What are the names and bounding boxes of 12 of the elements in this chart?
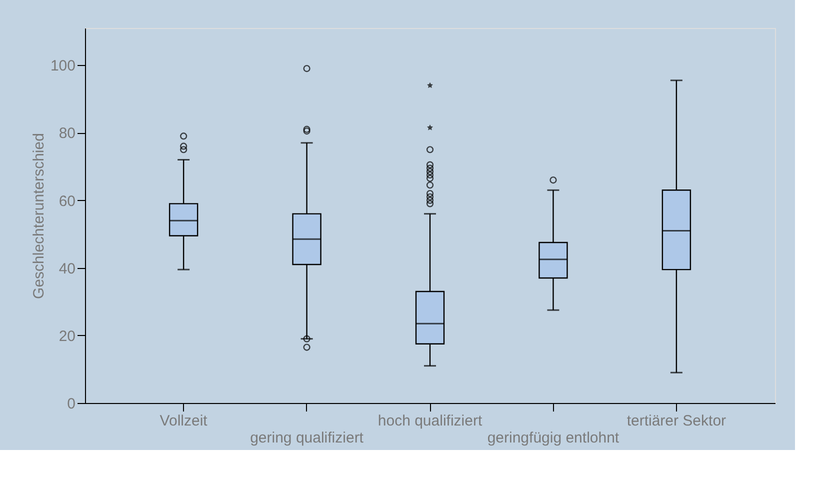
x-tick-label: hoch qualifiziert	[378, 412, 483, 430]
y-tick-label: 0	[67, 396, 76, 412]
y-tick-label: 40	[58, 260, 76, 278]
x-tick-label: tertiärer Sektor	[626, 412, 726, 430]
y-tick-label: 80	[58, 125, 76, 142]
y-tick-label: 60	[58, 192, 76, 210]
y-axis-title: Geschlechterunterschied	[30, 133, 48, 299]
y-tick-label: 20	[58, 328, 76, 345]
x-tick-label: gering qualifiziert	[250, 430, 364, 446]
x-tick-label: geringfügig entlohnt	[487, 430, 620, 446]
x-tick-label: Vollzeit	[160, 412, 208, 430]
y-tick-label: 100	[50, 58, 76, 75]
